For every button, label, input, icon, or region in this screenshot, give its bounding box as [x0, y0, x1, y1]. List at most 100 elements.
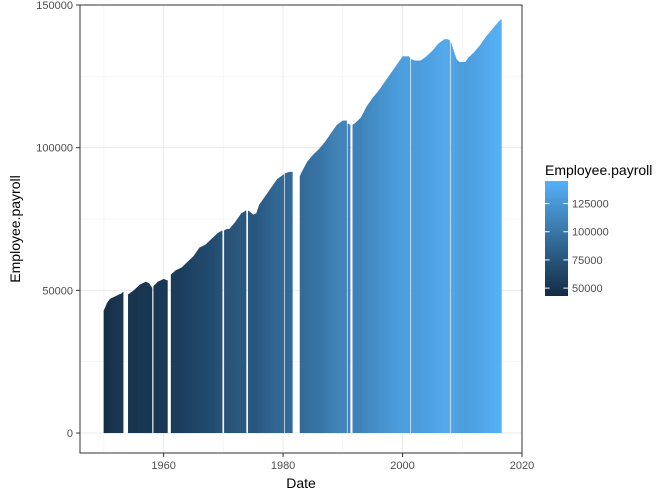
data-bar: [418, 60, 420, 434]
data-bar: [479, 44, 481, 434]
data-bar: [151, 287, 153, 434]
data-bar: [306, 162, 308, 434]
data-bar: [496, 23, 498, 434]
legend-label: 50000: [572, 283, 603, 295]
data-bar: [278, 177, 280, 434]
data-bar: [195, 253, 197, 434]
data-bar: [394, 67, 396, 434]
data-bar: [139, 284, 141, 434]
data-bar: [403, 56, 405, 434]
data-bar: [110, 298, 111, 434]
data-bar: [329, 134, 331, 434]
data-bar: [234, 222, 236, 434]
data-bar: [486, 35, 488, 434]
data-bar: [461, 62, 463, 434]
data-bar: [398, 62, 400, 434]
data-bar: [269, 189, 271, 434]
data-bar: [189, 259, 191, 434]
data-bar: [311, 156, 313, 434]
data-bar: [436, 45, 438, 434]
data-bar: [361, 115, 363, 434]
data-bar: [455, 56, 456, 434]
data-bar: [239, 216, 240, 434]
data-bar: [356, 121, 358, 434]
data-bar: [258, 206, 260, 434]
data-bar: [258, 204, 260, 434]
data-bar: [318, 149, 320, 434]
data-bar: [332, 131, 333, 434]
y-tick-label: 0: [67, 428, 73, 440]
data-bar: [493, 26, 495, 434]
data-bar: [322, 144, 324, 434]
data-bar: [154, 284, 156, 434]
data-bar: [378, 89, 380, 434]
data-bar: [358, 119, 360, 434]
data-bar: [469, 56, 471, 434]
data-bar: [398, 61, 400, 434]
data-bar: [221, 230, 222, 434]
data-bar: [249, 212, 251, 434]
data-bar: [327, 138, 328, 434]
data-bar: [279, 177, 281, 434]
data-bar: [114, 296, 115, 434]
data-bar: [244, 211, 245, 434]
data-bar: [220, 231, 221, 434]
data-bar: [282, 175, 284, 434]
data-bar: [433, 49, 434, 434]
data-bar: [197, 250, 199, 434]
data-bar: [316, 151, 318, 434]
data-bar: [420, 60, 422, 434]
data-bar: [109, 298, 111, 434]
data-bar: [468, 57, 470, 434]
data-bar: [235, 221, 237, 434]
data-bar: [341, 121, 343, 434]
data-bar: [243, 211, 245, 434]
data-bar: [158, 281, 160, 434]
data-bar: [304, 165, 306, 434]
data-bar: [343, 120, 345, 434]
data-bar: [228, 229, 229, 434]
data-bar: [430, 52, 432, 434]
data-bar: [214, 235, 216, 434]
data-bar: [432, 50, 434, 434]
data-bar: [107, 301, 109, 434]
data-bar: [424, 57, 426, 434]
data-bar: [121, 293, 123, 434]
data-bar: [312, 155, 314, 434]
x-tick-label: 1980: [271, 460, 295, 472]
data-bar: [376, 92, 378, 434]
data-bar: [316, 151, 318, 434]
data-bar: [312, 154, 314, 434]
data-bar: [237, 219, 238, 434]
data-bar: [240, 214, 242, 434]
data-bar: [478, 46, 480, 434]
data-bar: [464, 62, 466, 434]
data-bar: [326, 139, 327, 434]
data-bar: [196, 251, 198, 434]
data-bar: [389, 74, 391, 434]
legend-colorbar: [545, 181, 568, 296]
data-bar: [393, 69, 395, 434]
data-bar: [425, 56, 427, 434]
data-bar: [181, 267, 183, 434]
data-bar: [371, 98, 373, 434]
data-bar: [173, 272, 175, 434]
data-bar: [427, 55, 429, 434]
data-bar: [175, 270, 177, 434]
data-bar: [494, 25, 496, 434]
data-bar: [276, 179, 278, 434]
data-bar: [330, 134, 331, 434]
data-bar: [111, 298, 112, 434]
data-bar: [467, 59, 468, 434]
data-bar: [259, 203, 261, 434]
data-bar: [391, 72, 393, 434]
data-bar: [442, 40, 444, 434]
y-tick-label: 50000: [42, 285, 73, 297]
data-bar: [224, 230, 226, 434]
data-bar: [468, 56, 470, 434]
data-bar: [157, 281, 159, 434]
data-bar: [413, 60, 415, 434]
data-bar: [148, 283, 150, 434]
data-bar: [218, 232, 220, 434]
data-bar: [404, 56, 406, 434]
